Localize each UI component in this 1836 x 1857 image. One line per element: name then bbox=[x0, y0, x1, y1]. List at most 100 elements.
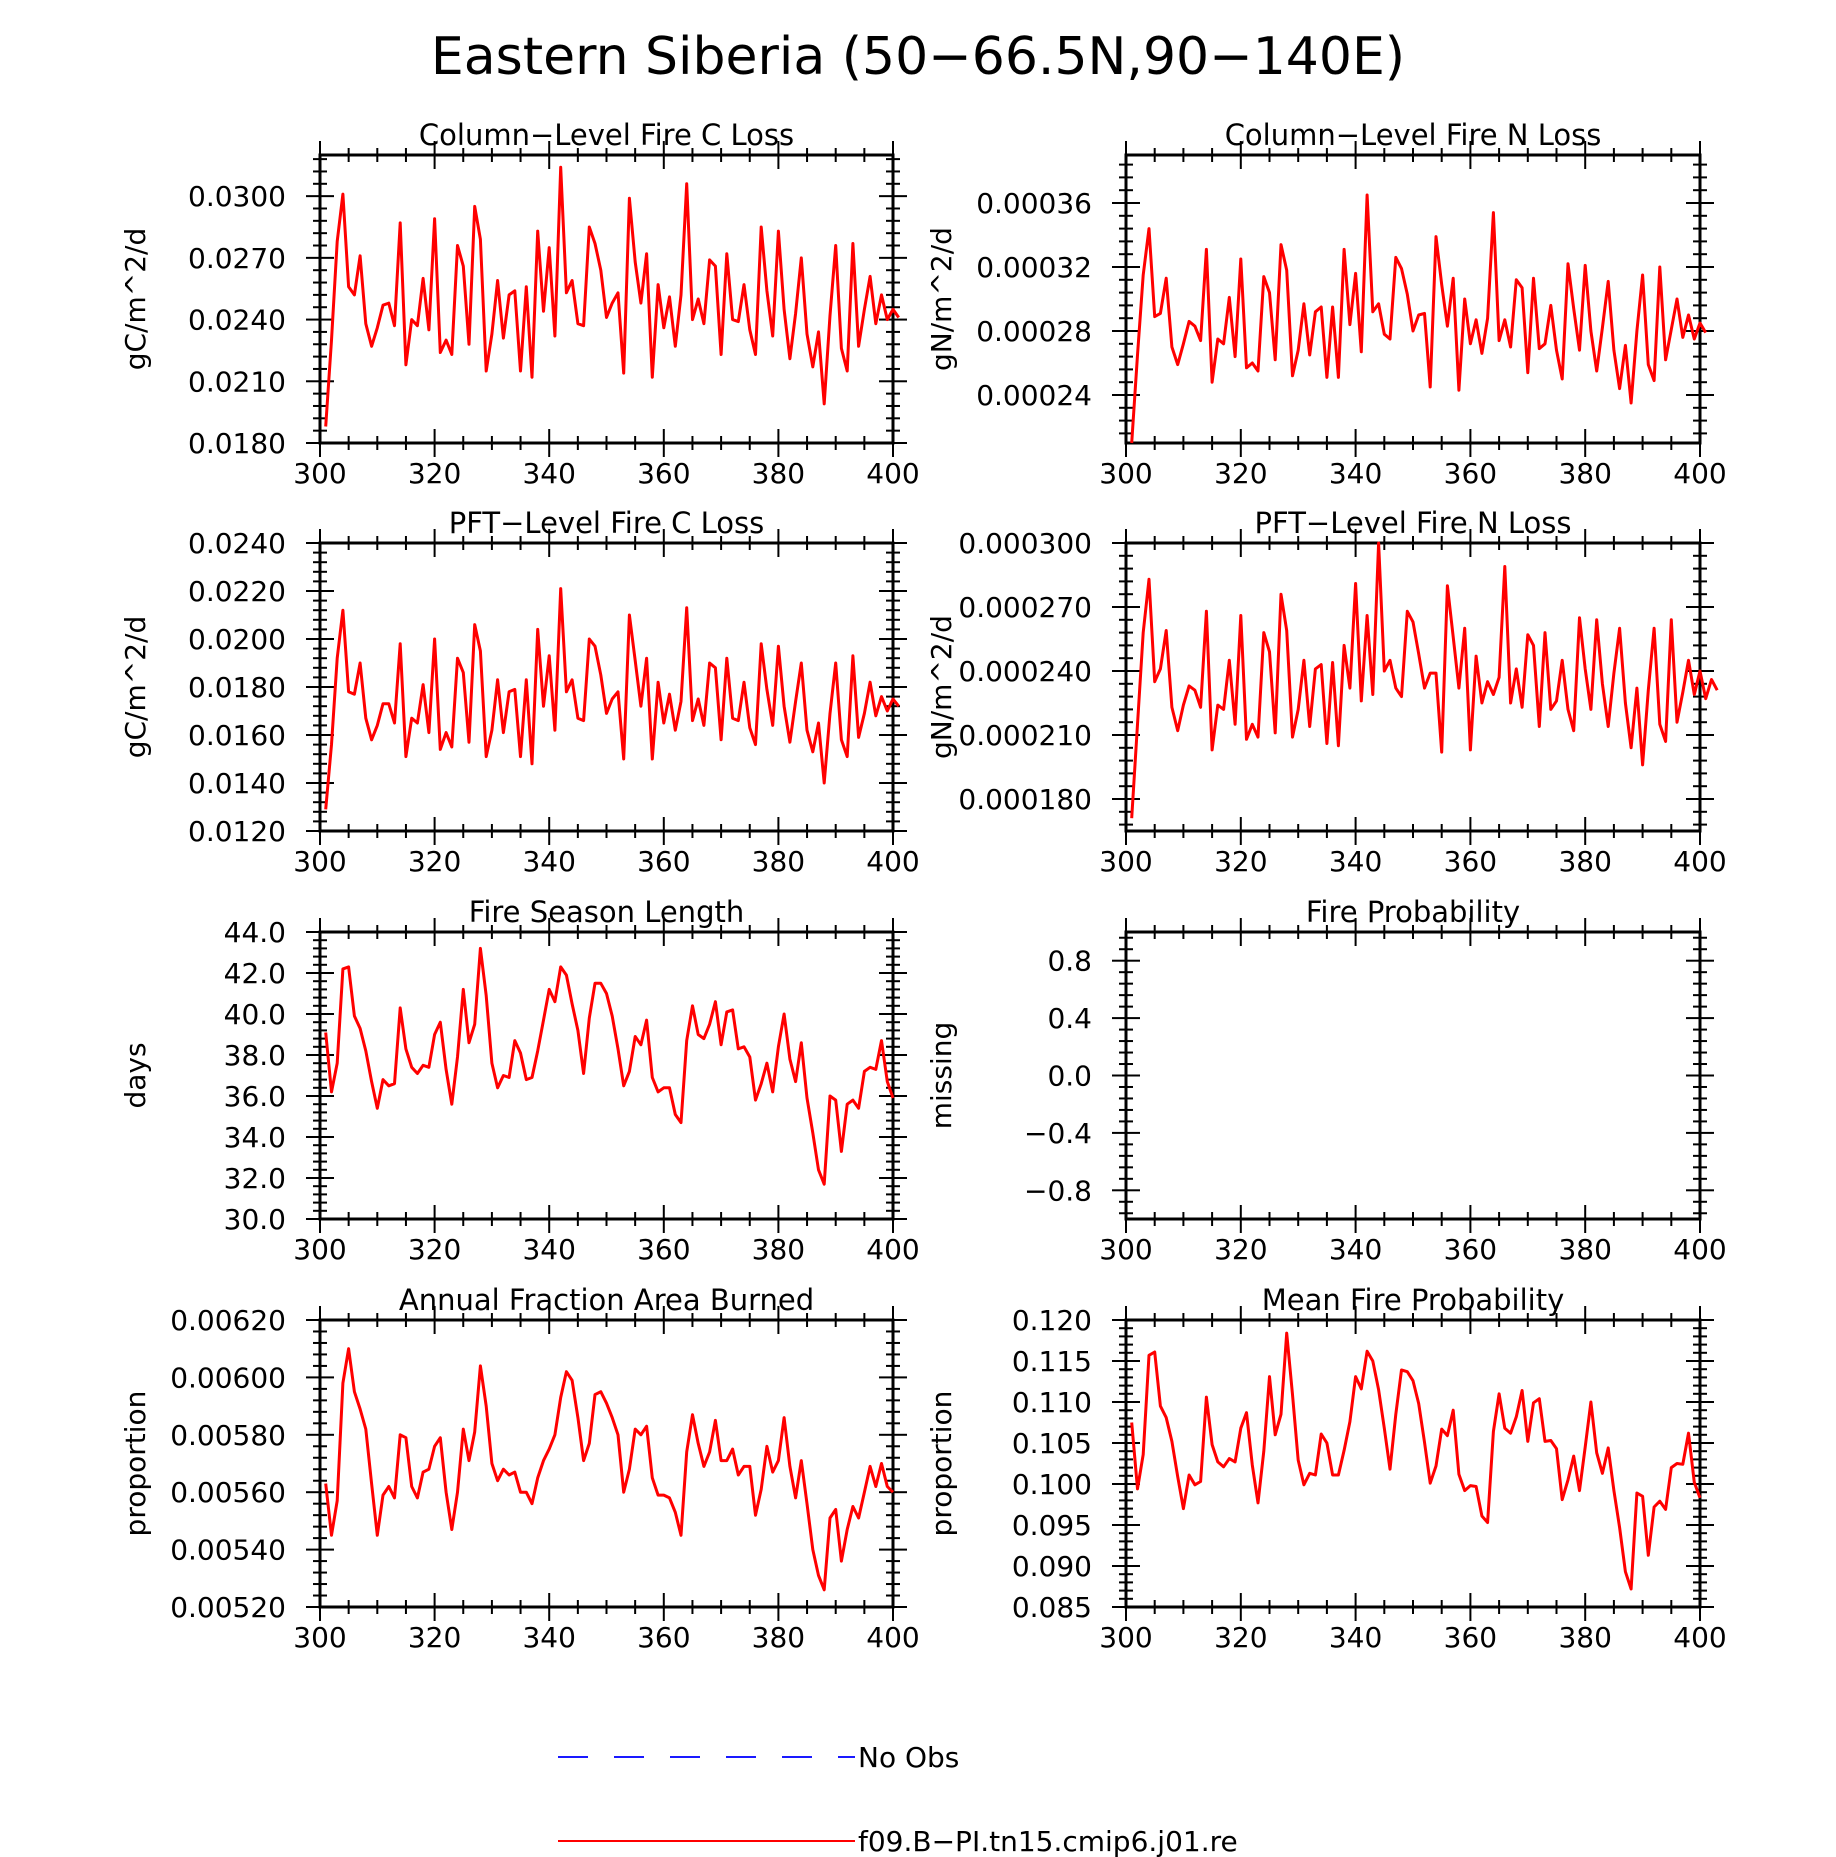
x-tick-label: 380 bbox=[752, 1621, 805, 1654]
y-tick-label: 0.0200 bbox=[188, 623, 286, 656]
x-tick-label: 320 bbox=[1214, 457, 1267, 490]
x-tick-label: 400 bbox=[1673, 845, 1726, 878]
y-tick-label: 0.00024 bbox=[976, 379, 1092, 412]
x-tick-label: 400 bbox=[866, 457, 919, 490]
panel-3: PFT−Level Fire C Loss 300 320 340 360 380 400 0… bbox=[119, 506, 920, 878]
x-tick-label: 300 bbox=[293, 457, 346, 490]
x-tick-label: 300 bbox=[1099, 845, 1152, 878]
x-tick-label: 320 bbox=[1214, 845, 1267, 878]
chart-panels: Column−Level Fire C Loss 300 320 340 360 380 4… bbox=[119, 118, 1727, 1654]
x-tick-label: 340 bbox=[1329, 1621, 1382, 1654]
y-axis-label: proportion bbox=[925, 1391, 958, 1537]
series-line-1 bbox=[1130, 541, 1719, 819]
x-tick-label: 340 bbox=[1329, 845, 1382, 878]
y-axis-label: missing bbox=[925, 1022, 958, 1130]
plot-frame bbox=[1124, 1318, 1702, 1609]
x-tick-label: 360 bbox=[637, 457, 690, 490]
x-tick-label: 320 bbox=[1214, 1621, 1267, 1654]
x-tick-label: 300 bbox=[1099, 457, 1152, 490]
y-tick-label: 0.090 bbox=[1012, 1550, 1092, 1583]
x-tick-label: 300 bbox=[1099, 1233, 1152, 1266]
panel-title: Column−Level Fire C Loss bbox=[419, 118, 794, 152]
plot-frame bbox=[318, 930, 895, 1221]
y-tick-label: 0.00520 bbox=[170, 1591, 286, 1624]
panel-8: Mean Fire Probability 300 320 340 360 380 400 0… bbox=[925, 1283, 1727, 1654]
y-tick-label: 44.0 bbox=[224, 916, 286, 949]
y-tick-label: 32.0 bbox=[224, 1162, 286, 1195]
plot-frame bbox=[318, 541, 895, 833]
x-tick-label: 360 bbox=[1444, 1621, 1497, 1654]
x-tick-label: 380 bbox=[1558, 845, 1611, 878]
y-tick-label: 0.00600 bbox=[170, 1361, 286, 1394]
x-tick-label: 360 bbox=[1444, 457, 1497, 490]
panel-5: Fire Season Length 300 320 340 360 380 400 30.0… bbox=[119, 895, 920, 1266]
panel-title: Column−Level Fire N Loss bbox=[1225, 118, 1602, 152]
y-tick-label: 0.0300 bbox=[188, 180, 286, 213]
panel-1: Column−Level Fire C Loss 300 320 340 360 380 4… bbox=[119, 118, 920, 490]
y-tick-label: 0.00540 bbox=[170, 1534, 286, 1567]
x-tick-label: 320 bbox=[408, 1233, 461, 1266]
y-tick-label: 0.0180 bbox=[188, 671, 286, 704]
y-tick-label: 0.0120 bbox=[188, 815, 286, 848]
y-tick-label: −0.4 bbox=[1024, 1117, 1092, 1150]
y-axis-label: gC/m^2/d bbox=[119, 228, 152, 371]
y-tick-label: 0.0 bbox=[1047, 1060, 1092, 1093]
x-tick-label: 400 bbox=[866, 1621, 919, 1654]
y-tick-label: 0.4 bbox=[1047, 1002, 1092, 1035]
panel-title: Annual Fraction Area Burned bbox=[399, 1283, 814, 1317]
y-tick-label: 30.0 bbox=[224, 1203, 286, 1236]
x-tick-label: 380 bbox=[1558, 1233, 1611, 1266]
x-tick-label: 400 bbox=[1673, 1233, 1726, 1266]
x-tick-label: 400 bbox=[1673, 1621, 1726, 1654]
panel-title: Fire Season Length bbox=[469, 895, 744, 929]
legend: No Obs f09.B−PI.tn15.cmip6.j01.re bbox=[558, 1741, 1238, 1857]
y-axis-label: gN/m^2/d bbox=[925, 227, 958, 371]
legend-label-no-obs: No Obs bbox=[858, 1741, 959, 1774]
x-tick-label: 320 bbox=[1214, 1233, 1267, 1266]
y-tick-label: 0.120 bbox=[1012, 1304, 1092, 1337]
x-tick-label: 380 bbox=[752, 457, 805, 490]
panel-4: PFT−Level Fire N Loss 300 320 340 360 380 400 0… bbox=[925, 506, 1727, 878]
y-tick-label: 0.115 bbox=[1012, 1345, 1092, 1378]
x-tick-label: 400 bbox=[866, 845, 919, 878]
y-tick-label: 0.0270 bbox=[188, 242, 286, 275]
y-axis-label: days bbox=[119, 1042, 152, 1108]
y-tick-label: 0.00032 bbox=[976, 251, 1092, 284]
x-tick-label: 360 bbox=[1444, 845, 1497, 878]
y-tick-label: 0.0220 bbox=[188, 575, 286, 608]
series-line-1 bbox=[324, 1347, 895, 1592]
y-tick-label: 0.110 bbox=[1012, 1386, 1092, 1419]
y-tick-label: 0.105 bbox=[1012, 1427, 1092, 1460]
y-tick-label: −0.8 bbox=[1024, 1174, 1092, 1207]
y-tick-label: 0.00580 bbox=[170, 1419, 286, 1452]
y-tick-label: 0.0240 bbox=[188, 527, 286, 560]
x-tick-label: 400 bbox=[866, 1233, 919, 1266]
y-tick-label: 0.000180 bbox=[958, 783, 1092, 816]
x-tick-label: 360 bbox=[637, 1233, 690, 1266]
x-tick-label: 360 bbox=[1444, 1233, 1497, 1266]
panel-6: Fire Probability 300 320 340 360 380 400 −0.8 −0… bbox=[925, 895, 1727, 1266]
y-tick-label: 0.100 bbox=[1012, 1468, 1092, 1501]
series-line-1 bbox=[324, 165, 900, 427]
y-tick-label: 40.0 bbox=[224, 998, 286, 1031]
x-tick-label: 340 bbox=[522, 457, 575, 490]
y-tick-label: 0.8 bbox=[1047, 945, 1092, 978]
x-tick-label: 300 bbox=[293, 1233, 346, 1266]
x-tick-label: 380 bbox=[752, 1233, 805, 1266]
x-tick-label: 300 bbox=[293, 1621, 346, 1654]
x-tick-label: 380 bbox=[1558, 457, 1611, 490]
y-tick-label: 0.00620 bbox=[170, 1304, 286, 1337]
figure-title: Eastern Siberia (50−66.5N,90−140E) bbox=[431, 27, 1405, 87]
y-tick-label: 0.00036 bbox=[976, 187, 1092, 220]
x-tick-label: 340 bbox=[522, 845, 575, 878]
legend-label-model: f09.B−PI.tn15.cmip6.j01.re bbox=[858, 1825, 1238, 1857]
panel-title: PFT−Level Fire N Loss bbox=[1255, 506, 1572, 540]
y-tick-label: 0.00028 bbox=[976, 315, 1092, 348]
y-tick-label: 0.0180 bbox=[188, 427, 286, 460]
plot-frame bbox=[318, 153, 895, 445]
y-tick-label: 0.095 bbox=[1012, 1509, 1092, 1542]
panel-7: Annual Fraction Area Burned 300 320 340 360 3… bbox=[119, 1283, 920, 1654]
y-tick-label: 42.0 bbox=[224, 957, 286, 990]
y-tick-label: 36.0 bbox=[224, 1080, 286, 1113]
